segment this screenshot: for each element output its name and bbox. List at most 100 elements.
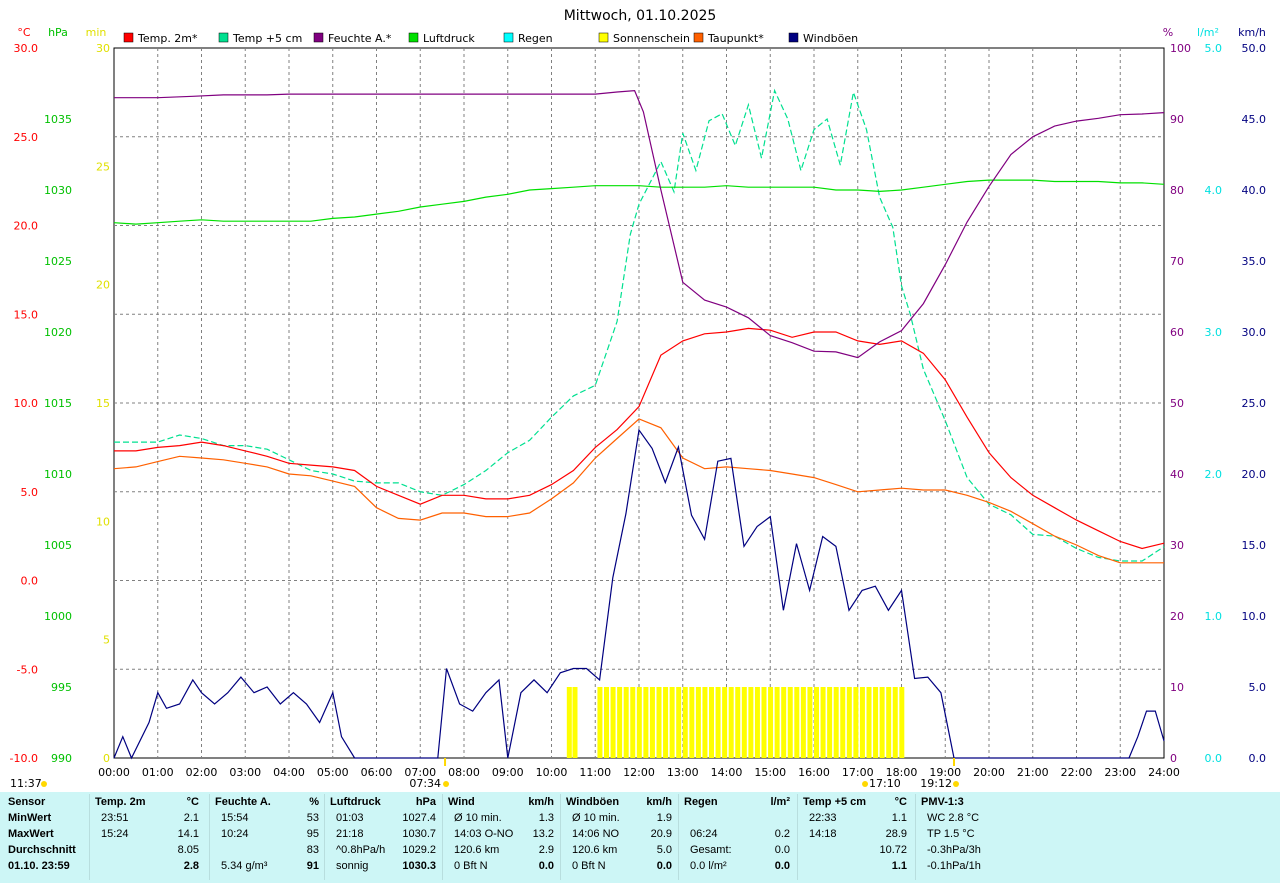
stats-cell-label: WC 2.8 °C — [927, 812, 980, 824]
tick-label-x: 06:00 — [361, 766, 393, 779]
series-line-temp-2m — [114, 327, 1165, 550]
legend-label: Feuchte A.* — [328, 32, 392, 45]
sun-marker-sunset: 19:12 — [920, 777, 952, 790]
tick-label-temp_c: 5.0 — [21, 486, 39, 499]
series-line-temp-5-cm — [114, 88, 1165, 562]
series-line-windb-en — [113, 428, 1165, 760]
sunshine-bar — [623, 687, 629, 758]
stats-column: PMV-1:3 WC 2.8 °C TP 1.5 °C -0.3hPa/3h -0.1h… — [921, 794, 1001, 882]
stats-cell-label: 15:54 — [221, 812, 249, 824]
stats-header: Temp +5 cm — [803, 796, 867, 808]
tick-label-humidity_pct: 100 — [1170, 42, 1191, 55]
stats-cell-value: 14.1 — [177, 828, 199, 840]
sunshine-bar — [761, 687, 767, 758]
legend-label: Temp. 2m* — [137, 32, 198, 45]
stats-column: Windböen km/h Ø 10 min. 1.9 14:06 NO 20.9 120.… — [566, 794, 672, 882]
sunshine-bar — [754, 687, 760, 758]
tick-label-temp_c: 30.0 — [14, 42, 39, 55]
stats-cell-label: Ø 10 min. — [454, 812, 502, 824]
sunshine-bar — [636, 687, 642, 758]
axis-unit-temp_c: °C — [17, 26, 31, 39]
stats-separator — [915, 794, 916, 880]
stats-column: Temp. 2m °C 23:51 2.1 15:24 14.1 8.05 2.8 — [95, 794, 199, 882]
chart-title: Mittwoch, 01.10.2025 — [564, 8, 717, 24]
stats-separator — [678, 794, 679, 880]
stats-cell-value: 2.1 — [183, 812, 199, 824]
tick-label-pressure_hpa: 1000 — [44, 610, 72, 623]
stats-cell-value: 1.1 — [891, 860, 907, 872]
tick-label-x: 16:00 — [798, 766, 830, 779]
sun-icon — [862, 781, 869, 787]
tick-label-x: 21:00 — [1017, 766, 1049, 779]
stats-cell-value: 1.3 — [538, 812, 554, 824]
sunshine-bar — [814, 687, 819, 758]
stats-header: Temp. 2m — [95, 796, 146, 808]
stats-unit: °C — [186, 796, 199, 808]
series-lines — [113, 88, 1165, 760]
tick-label-wind_kmh: 40.0 — [1242, 184, 1267, 197]
stats-cell-label — [95, 858, 101, 874]
sun-icon — [443, 781, 450, 787]
stats-cell-value: 0.2 — [774, 828, 790, 840]
tick-label-wind_kmh: 5.0 — [1249, 681, 1267, 694]
tick-label-x: 23:00 — [1104, 766, 1136, 779]
stats-cell-value: 1027.4 — [402, 812, 436, 824]
sunshine-bar — [722, 687, 728, 758]
tick-label-wind_kmh: 10.0 — [1242, 610, 1267, 623]
stats-separator — [560, 794, 561, 880]
stats-separator — [209, 794, 210, 880]
tick-label-pressure_hpa: 1030 — [44, 184, 72, 197]
stats-unit: °C — [894, 796, 907, 808]
stats-cell-label: 14:18 — [809, 828, 837, 840]
tick-label-humidity_pct: 10 — [1170, 681, 1184, 694]
axis-unit-humidity_pct: % — [1163, 26, 1173, 39]
stats-cell-label: Ø 10 min. — [572, 812, 620, 824]
sunshine-bar — [820, 687, 826, 758]
tick-label-x: 20:00 — [973, 766, 1005, 779]
sunshine-bar — [827, 687, 833, 758]
legend-swatch — [503, 32, 514, 43]
stats-column: Regen l/m² 06:24 0.2 Gesamt: 0.0 0.0 l/m² 0.0 — [684, 794, 790, 882]
legend-swatch — [408, 32, 419, 43]
stats-cell-value: 8.05 — [177, 844, 199, 856]
stats-cell-value: 95 — [306, 828, 319, 840]
stats-cell-label: TP 1.5 °C — [927, 828, 975, 840]
stats-cell-label: 21:18 — [336, 828, 364, 840]
sunshine-bars — [566, 687, 905, 758]
stats-cell-label: 0 Bft N — [572, 860, 606, 872]
tick-label-rain_lm2: 1.0 — [1205, 610, 1223, 623]
stats-separator — [442, 794, 443, 880]
sunshine-bar — [774, 687, 780, 758]
tick-label-rain_lm2: 0.0 — [1205, 752, 1223, 765]
tick-label-sunshine_min: 20 — [96, 279, 110, 292]
stats-unit: l/m² — [770, 796, 790, 808]
stats-cell-label: 22:33 — [809, 812, 837, 824]
sunshine-bar — [859, 687, 865, 758]
sunshine-bar — [728, 687, 734, 758]
tick-label-humidity_pct: 70 — [1170, 255, 1184, 268]
sun-marker-noon_max: 17:10 — [869, 777, 901, 790]
stats-header: Luftdruck — [330, 796, 381, 808]
sunshine-bar — [689, 687, 695, 758]
legend-swatch — [123, 32, 134, 43]
stats-cell-label: 14:03 O-NO — [454, 828, 514, 840]
sunshine-bar — [630, 687, 636, 758]
stats-cell-label: sonnig — [336, 860, 369, 872]
stats-column: Feuchte A.% 15:54 53 10:24 95 83 5.34 g/m³ 91 — [215, 794, 319, 882]
stats-separator — [797, 794, 798, 880]
legend-swatch — [598, 32, 609, 43]
sunshine-bar — [709, 687, 714, 758]
sunshine-bar — [663, 687, 669, 758]
tick-label-pressure_hpa: 1025 — [44, 255, 72, 268]
tick-label-x: 13:00 — [667, 766, 699, 779]
stats-cell-label — [684, 810, 690, 826]
stats-cell-label: 10:24 — [221, 828, 249, 840]
stats-cell-value: 1030.3 — [402, 860, 436, 872]
tick-label-wind_kmh: 35.0 — [1242, 255, 1267, 268]
tick-label-temp_c: -5.0 — [17, 663, 38, 676]
legend: Temp. 2m* Temp +5 cm Feuchte A.* Luftdruck R… — [123, 32, 858, 45]
stats-cell-label — [803, 858, 809, 874]
tick-label-x: 24:00 — [1148, 766, 1180, 779]
sunshine-bar — [892, 687, 898, 758]
legend-label: Luftdruck — [423, 32, 475, 45]
